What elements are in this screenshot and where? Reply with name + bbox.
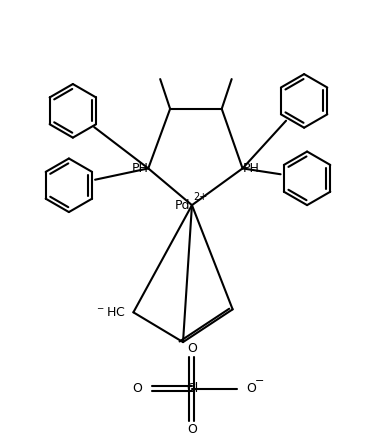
Text: O: O bbox=[187, 423, 197, 436]
Text: O: O bbox=[187, 342, 197, 355]
Text: $^-$HC: $^-$HC bbox=[95, 306, 125, 319]
Text: PH: PH bbox=[131, 162, 148, 175]
Text: PH: PH bbox=[243, 162, 259, 175]
Text: O: O bbox=[132, 382, 142, 395]
Text: O: O bbox=[247, 382, 256, 395]
Text: Pd: Pd bbox=[174, 198, 190, 212]
Text: 2+: 2+ bbox=[193, 192, 207, 202]
Text: Cl: Cl bbox=[186, 382, 198, 395]
Text: −: − bbox=[255, 376, 264, 386]
